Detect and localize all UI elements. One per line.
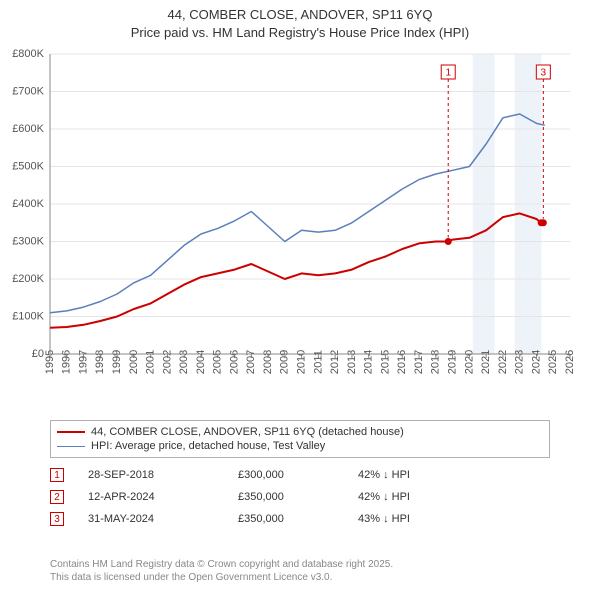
svg-text:2026: 2026 — [564, 350, 576, 374]
svg-text:2022: 2022 — [497, 350, 509, 374]
chart-svg: £0 £100K £200K £300K £400K £500K £600K £700K £80… — [0, 44, 600, 414]
sale-price: £300,000 — [238, 469, 358, 481]
sale-price: £350,000 — [238, 491, 358, 503]
legend-swatch — [57, 446, 85, 447]
svg-text:2002: 2002 — [161, 350, 173, 374]
svg-text:1998: 1998 — [94, 350, 106, 374]
svg-text:2023: 2023 — [514, 350, 526, 374]
svg-text:2004: 2004 — [195, 350, 207, 374]
svg-text:2020: 2020 — [463, 350, 475, 374]
svg-text:2025: 2025 — [547, 350, 559, 374]
svg-text:2007: 2007 — [245, 350, 257, 374]
svg-text:2009: 2009 — [279, 350, 291, 374]
svg-text:2017: 2017 — [413, 350, 425, 374]
sale-date: 31-MAY-2024 — [88, 513, 238, 525]
svg-text:2015: 2015 — [379, 350, 391, 374]
svg-text:£700K: £700K — [12, 85, 44, 97]
svg-text:2003: 2003 — [178, 350, 190, 374]
legend-item: HPI: Average price, detached house, Test… — [57, 439, 543, 453]
svg-text:£500K: £500K — [12, 160, 44, 172]
legend-label: 44, COMBER CLOSE, ANDOVER, SP11 6YQ (det… — [91, 426, 404, 438]
sales-row: 3 31-MAY-2024£350,00043% ↓ HPI — [50, 508, 550, 530]
legend: 44, COMBER CLOSE, ANDOVER, SP11 6YQ (det… — [50, 420, 550, 458]
svg-text:2014: 2014 — [363, 350, 375, 374]
sale-delta: 42% ↓ HPI — [358, 491, 478, 503]
svg-text:£400K: £400K — [12, 198, 44, 210]
svg-text:1996: 1996 — [61, 350, 73, 374]
title-line1: 44, COMBER CLOSE, ANDOVER, SP11 6YQ — [0, 6, 600, 24]
sale-marker: 1 — [50, 468, 64, 482]
sale-marker: 3 — [50, 512, 64, 526]
svg-text:2000: 2000 — [128, 350, 140, 374]
svg-text:2021: 2021 — [480, 350, 492, 374]
svg-text:£300K: £300K — [12, 235, 44, 247]
svg-text:2010: 2010 — [296, 350, 308, 374]
sale-delta: 43% ↓ HPI — [358, 513, 478, 525]
sale-marker: 2 — [50, 490, 64, 504]
sale-date: 12-APR-2024 — [88, 491, 238, 503]
sale-delta: 42% ↓ HPI — [358, 469, 478, 481]
svg-text:2001: 2001 — [145, 350, 157, 374]
svg-text:1997: 1997 — [77, 350, 89, 374]
footer-line2: This data is licensed under the Open Gov… — [50, 571, 550, 584]
svg-text:£200K: £200K — [12, 273, 44, 285]
svg-text:2008: 2008 — [262, 350, 274, 374]
svg-text:3: 3 — [541, 68, 547, 79]
footer-line1: Contains HM Land Registry data © Crown c… — [50, 558, 550, 571]
svg-text:2019: 2019 — [446, 350, 458, 374]
svg-text:2005: 2005 — [212, 350, 224, 374]
svg-text:2024: 2024 — [530, 350, 542, 374]
svg-text:2018: 2018 — [430, 350, 442, 374]
legend-swatch — [57, 431, 85, 433]
chart-plot-area: £0 £100K £200K £300K £400K £500K £600K £700K £80… — [0, 44, 600, 414]
sale-date: 28-SEP-2018 — [88, 469, 238, 481]
sales-row: 1 28-SEP-2018£300,00042% ↓ HPI — [50, 464, 550, 486]
svg-text:1999: 1999 — [111, 350, 123, 374]
chart-title: 44, COMBER CLOSE, ANDOVER, SP11 6YQ Pric… — [0, 0, 600, 41]
legend-item: 44, COMBER CLOSE, ANDOVER, SP11 6YQ (det… — [57, 425, 543, 439]
svg-text:£0: £0 — [32, 348, 44, 360]
legend-label: HPI: Average price, detached house, Test… — [91, 440, 325, 452]
svg-text:£100K: £100K — [12, 310, 44, 322]
svg-text:2013: 2013 — [346, 350, 358, 374]
svg-text:2006: 2006 — [228, 350, 240, 374]
svg-text:£600K: £600K — [12, 123, 44, 135]
svg-text:2012: 2012 — [329, 350, 341, 374]
sales-table: 1 28-SEP-2018£300,00042% ↓ HPI 2 12-APR-202… — [50, 464, 550, 530]
footer-attribution: Contains HM Land Registry data © Crown c… — [50, 558, 550, 584]
svg-text:1: 1 — [445, 68, 451, 79]
sale-price: £350,000 — [238, 513, 358, 525]
svg-text:2016: 2016 — [396, 350, 408, 374]
title-line2: Price paid vs. HM Land Registry's House … — [0, 24, 600, 42]
svg-text:£800K: £800K — [12, 48, 44, 60]
sales-row: 2 12-APR-2024£350,00042% ↓ HPI — [50, 486, 550, 508]
chart-container: 44, COMBER CLOSE, ANDOVER, SP11 6YQ Pric… — [0, 0, 600, 590]
